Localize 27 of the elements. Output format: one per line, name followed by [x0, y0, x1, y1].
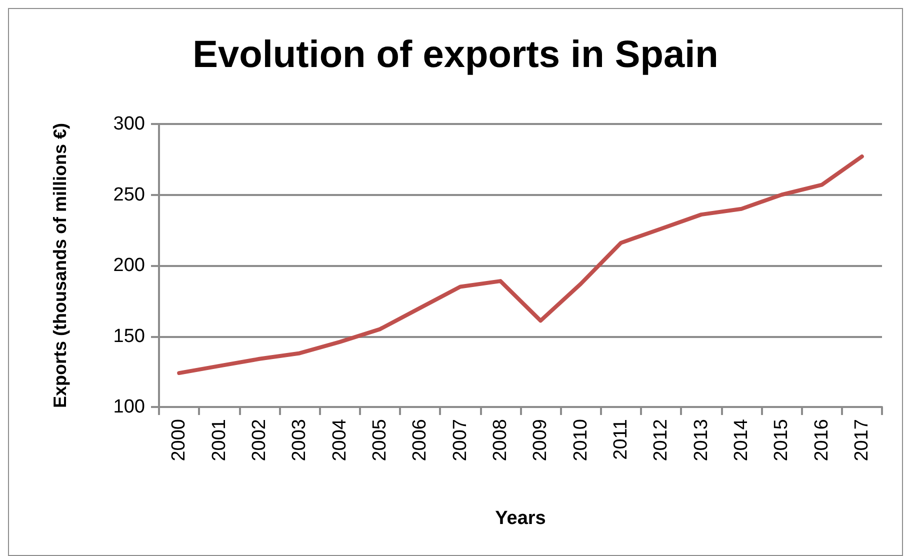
x-tick-label: 2016	[811, 419, 832, 462]
x-tick-label: 2000	[168, 419, 190, 462]
chart-title: Evolution of exports in Spain	[192, 34, 718, 76]
x-tick-label: 2012	[650, 419, 672, 462]
x-tick-label: 2006	[410, 419, 431, 462]
x-tick-label: 2010	[570, 419, 592, 462]
x-tick-label: 2002	[248, 419, 270, 462]
y-axis-title: Exports (thousands of millions €)	[50, 122, 70, 408]
y-tick-label: 300	[113, 114, 145, 134]
y-tick-label: 200	[113, 255, 145, 276]
x-tick-label: 2004	[329, 418, 350, 462]
y-tick-label: 250	[113, 184, 145, 206]
y-tick-label: 100	[113, 396, 145, 418]
x-tick-label: 2008	[490, 419, 511, 462]
x-tick-label: 2014	[730, 418, 752, 462]
x-tick-label: 2001	[208, 419, 230, 462]
x-tick-label: 2009	[530, 419, 552, 462]
line-series	[177, 154, 864, 376]
x-tick-label: 2011	[610, 419, 632, 460]
x-axis-title: Years	[495, 508, 546, 529]
y-tick-label: 150	[113, 326, 145, 347]
x-tick-label: 2017	[851, 419, 872, 462]
x-tick-label: 2005	[369, 419, 390, 462]
x-tick-label: 2015	[771, 419, 792, 462]
x-tick-label: 2007	[450, 419, 471, 462]
x-tick-label: 2013	[690, 419, 712, 462]
x-tick-label: 2003	[289, 419, 310, 462]
